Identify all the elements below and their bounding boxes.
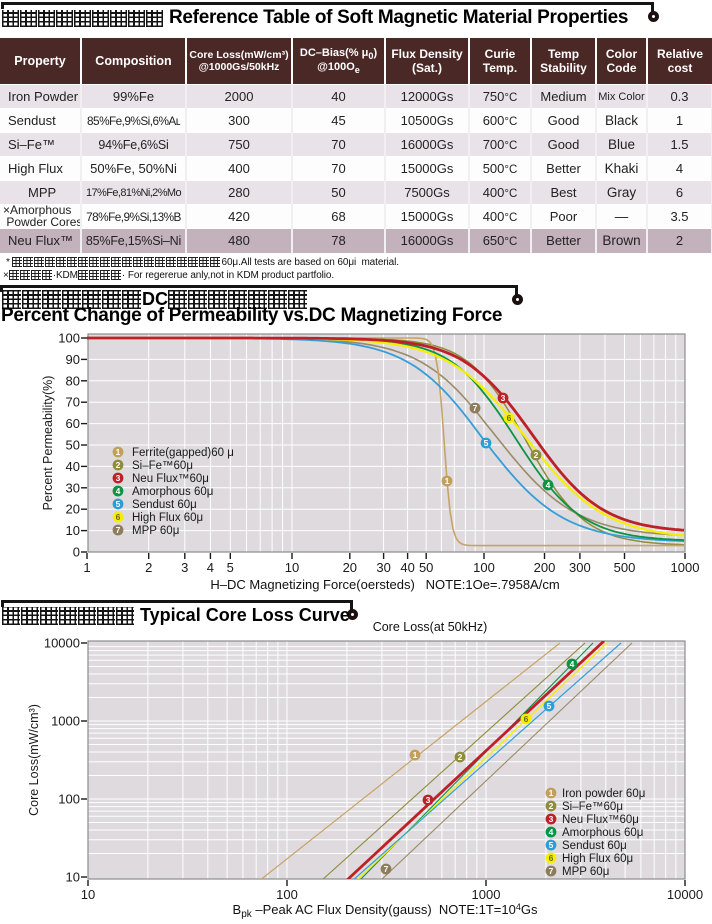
svg-text:5: 5 — [547, 701, 552, 711]
svg-text:60: 60 — [66, 416, 80, 431]
svg-text:5: 5 — [484, 438, 489, 448]
svg-text:Amorphous 60μ: Amorphous 60μ — [562, 827, 643, 839]
svg-text:70: 70 — [66, 395, 80, 410]
svg-text:6: 6 — [524, 714, 529, 724]
svg-text:90: 90 — [66, 352, 80, 367]
svg-text:7: 7 — [384, 864, 389, 874]
svg-text:Amorphous 60μ: Amorphous 60μ — [132, 486, 213, 498]
svg-text:High Flux 60μ: High Flux 60μ — [562, 853, 633, 865]
svg-text:80: 80 — [66, 373, 80, 388]
svg-text:1000: 1000 — [51, 714, 80, 729]
svg-text:100: 100 — [473, 560, 495, 575]
svg-text:Percent Permeability(%): Percent Permeability(%) — [41, 376, 55, 511]
svg-text:MPP 60μ: MPP 60μ — [562, 866, 609, 878]
svg-text:High Flux 60μ: High Flux 60μ — [132, 512, 203, 524]
svg-text:500: 500 — [614, 560, 636, 575]
svg-text:Sendust 60μ: Sendust 60μ — [132, 499, 197, 511]
svg-text:7: 7 — [473, 403, 478, 413]
svg-text:2: 2 — [458, 752, 463, 762]
svg-text:7: 7 — [549, 866, 554, 876]
svg-text:10000: 10000 — [44, 636, 80, 651]
svg-text:50: 50 — [419, 560, 433, 575]
svg-text:2: 2 — [534, 450, 539, 460]
svg-text:1000: 1000 — [472, 887, 501, 902]
svg-text:10: 10 — [285, 560, 299, 575]
svg-text:7: 7 — [116, 525, 121, 535]
svg-text:4: 4 — [207, 560, 214, 575]
svg-text:5: 5 — [549, 840, 554, 850]
svg-text:Iron powder 60μ: Iron powder 60μ — [562, 788, 645, 800]
svg-text:6: 6 — [549, 853, 554, 863]
svg-text:100: 100 — [58, 331, 80, 346]
svg-text:5: 5 — [116, 499, 121, 509]
svg-text:1000: 1000 — [671, 560, 700, 575]
svg-text:1: 1 — [83, 560, 90, 575]
svg-text:1: 1 — [413, 750, 418, 760]
svg-text:3: 3 — [116, 473, 121, 483]
svg-text:3: 3 — [181, 560, 188, 575]
svg-text:Neu Flux™60μ: Neu Flux™60μ — [562, 814, 639, 826]
svg-text:20: 20 — [343, 560, 357, 575]
svg-text:300: 300 — [569, 560, 591, 575]
svg-text:Si–Fe™60μ: Si–Fe™60μ — [562, 801, 623, 813]
svg-text:4: 4 — [570, 659, 575, 669]
svg-text:40: 40 — [66, 459, 80, 474]
svg-text:Core Loss(mW/cm³): Core Loss(mW/cm³) — [27, 704, 41, 816]
svg-text:6: 6 — [507, 413, 512, 423]
svg-text:100: 100 — [276, 887, 298, 902]
svg-text:30: 30 — [66, 480, 80, 495]
svg-text:6: 6 — [116, 512, 121, 522]
svg-text:200: 200 — [534, 560, 556, 575]
svg-text:H–DC Magnetizing Force(oersted: H–DC Magnetizing Force(oersteds) NOTE:1O… — [210, 577, 559, 592]
svg-text:Ferrite(gapped)60 μ: Ferrite(gapped)60 μ — [132, 447, 234, 459]
svg-text:Si–Fe™60μ: Si–Fe™60μ — [132, 460, 193, 472]
svg-text:3: 3 — [501, 393, 506, 403]
svg-text:1: 1 — [116, 447, 121, 457]
svg-text:Neu Flux™60μ: Neu Flux™60μ — [132, 473, 209, 485]
svg-text:0: 0 — [73, 545, 80, 560]
svg-text:20: 20 — [66, 502, 80, 517]
svg-text:1: 1 — [445, 476, 450, 486]
svg-text:4: 4 — [546, 480, 551, 490]
svg-text:4: 4 — [116, 486, 121, 496]
svg-text:5: 5 — [227, 560, 234, 575]
svg-text:3: 3 — [426, 795, 431, 805]
svg-text:4: 4 — [549, 827, 554, 837]
svg-text:50: 50 — [66, 438, 80, 453]
svg-text:10: 10 — [66, 523, 80, 538]
svg-text:Bpk –Peak AC Flux Density(gaus: Bpk –Peak AC Flux Density(gauss) NOTE:1T… — [233, 902, 538, 920]
svg-text:10: 10 — [81, 887, 95, 902]
svg-text:100: 100 — [58, 792, 80, 807]
svg-text:40: 40 — [400, 560, 414, 575]
svg-text:10: 10 — [66, 870, 80, 885]
svg-text:2: 2 — [145, 560, 152, 575]
svg-text:Sendust 60μ: Sendust 60μ — [562, 840, 627, 852]
svg-text:10000: 10000 — [667, 887, 703, 902]
svg-text:MPP 60μ: MPP 60μ — [132, 525, 179, 537]
svg-text:2: 2 — [549, 801, 554, 811]
svg-text:3: 3 — [549, 814, 554, 824]
svg-text:1: 1 — [549, 788, 554, 798]
svg-text:Core Loss(at 50kHz): Core Loss(at 50kHz) — [373, 620, 488, 634]
svg-text:30: 30 — [376, 560, 390, 575]
svg-text:2: 2 — [116, 460, 121, 470]
